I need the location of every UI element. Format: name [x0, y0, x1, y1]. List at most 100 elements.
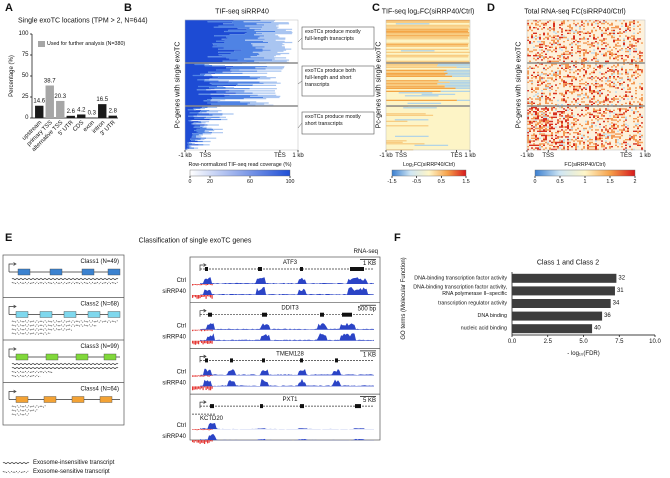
- panel-title: Class 1 and Class 2: [537, 260, 599, 267]
- tss-arrow: [8, 304, 17, 315]
- panel-letter: F: [394, 232, 401, 244]
- exon: [39, 311, 53, 318]
- colorbar-tick-label: 20: [207, 179, 213, 185]
- y-tick-label: DNA binding: [478, 313, 507, 319]
- heatmap-frame: [385, 19, 471, 151]
- insensitive-transcript: [11, 362, 119, 366]
- bar: [512, 273, 617, 283]
- colorbar-tick-label: 0: [189, 179, 192, 185]
- exon: [350, 267, 364, 271]
- panel-letter: C: [372, 2, 380, 14]
- class-label: Class1 (N=49): [80, 259, 119, 265]
- sample-label: siRRP40: [162, 335, 186, 341]
- coverage-minus: [192, 440, 213, 444]
- insensitive-transcript: [2, 461, 30, 465]
- x-tick-label: 1 kb: [639, 153, 651, 159]
- value-label: 16.5: [96, 97, 108, 103]
- coverage-minus: [192, 340, 213, 345]
- exon: [260, 404, 263, 409]
- sensitive-transcript: [11, 328, 73, 331]
- sample-label: siRRP40: [162, 380, 186, 386]
- y-tick-label: DNA-binding transcription factor activit…: [414, 275, 507, 281]
- gene-name: KCTD20: [200, 416, 224, 422]
- colorbar-tick-label: 0: [534, 179, 537, 185]
- y-axis-label: Pc-genes with single exoTC: [376, 42, 383, 129]
- bar: [512, 286, 615, 296]
- y-axis-label: Percentage (%): [9, 55, 15, 97]
- tss-arrow: [199, 263, 207, 271]
- coverage-minus: [192, 329, 213, 332]
- x-tick-label: 0.0: [508, 339, 517, 345]
- value-label: 0.3: [88, 111, 97, 117]
- annotation-text: full-length transcripts: [305, 36, 354, 42]
- panel-letter: A: [5, 2, 13, 14]
- exon: [342, 312, 352, 317]
- exon: [300, 358, 303, 363]
- exon: [99, 396, 113, 403]
- tss-arrow: [199, 354, 207, 363]
- colorbar: [534, 169, 636, 177]
- heatmap-cells: [527, 20, 643, 151]
- x-tick-label: -1 kb: [379, 153, 393, 159]
- gene-name: ATF3: [283, 260, 298, 266]
- bar: [512, 324, 593, 334]
- exon: [210, 404, 214, 409]
- bar: [77, 114, 86, 118]
- x-tick-label: -1 kb: [520, 153, 534, 159]
- heatmap-rows: [386, 21, 470, 151]
- exon: [43, 396, 57, 403]
- exon: [300, 267, 303, 271]
- scale-label: 500 bp: [358, 307, 377, 313]
- value-label: 2.8: [109, 109, 118, 115]
- colorbar-label: FC(siRRP40/Ctrl): [564, 162, 605, 168]
- exon: [15, 311, 29, 318]
- sensitive-transcript: [11, 370, 53, 374]
- bar: [66, 115, 75, 118]
- legend-label: Exosome-insensitive transcript: [33, 460, 115, 466]
- scale-label: 5 KB: [363, 398, 376, 404]
- sensitive-transcript: [11, 332, 51, 335]
- annotation-text: transcripts: [305, 82, 330, 88]
- tss-arrow: [199, 400, 207, 409]
- exon: [208, 312, 212, 317]
- exon: [15, 396, 29, 403]
- annotation-leader: [297, 80, 303, 85]
- scale-label: 1 KB: [363, 261, 376, 267]
- y-tick-label: 25: [22, 94, 29, 100]
- x-tick-label: -1 kb: [178, 153, 192, 159]
- coverage-plus: [200, 277, 374, 284]
- class-label: Class3 (N=99): [80, 344, 119, 350]
- exon: [355, 404, 361, 409]
- panel-letter: E: [5, 232, 12, 244]
- panel-title: Total RNA-seq FC(siRRP40/Ctrl): [524, 9, 626, 16]
- exon: [258, 267, 262, 271]
- exon: [230, 358, 233, 363]
- exon: [49, 268, 63, 276]
- colorbar-tick-label: 0.5: [556, 179, 563, 185]
- panel-letter: D: [487, 2, 495, 14]
- colorbar-tick-label: 60: [247, 179, 253, 185]
- coverage-plus: [200, 287, 374, 295]
- exon: [335, 358, 338, 363]
- coverage-plus: [200, 422, 374, 430]
- y-axis-label: GO terms (Molecular Function): [401, 257, 407, 339]
- track-type-label: RNA-seq: [354, 249, 378, 255]
- exon: [75, 353, 89, 361]
- colorbar-tick-label: 1: [584, 179, 587, 185]
- gene-name: DDIT3: [281, 306, 299, 312]
- legend-swatch: [38, 41, 45, 47]
- exon: [45, 353, 59, 361]
- exon: [81, 268, 95, 276]
- x-tick-label: 1 kb: [292, 153, 304, 159]
- y-tick-label: RNA polymerase II–specific: [442, 291, 507, 297]
- insensitive-transcript: [11, 277, 119, 281]
- exon: [320, 312, 324, 317]
- sensitive-transcript: [11, 405, 47, 408]
- annotation-leader: [297, 37, 303, 43]
- y-tick-label: 100: [18, 31, 29, 37]
- legend-label: Used for further analysis (N=380): [47, 41, 125, 47]
- x-tick-label: 2.5: [544, 339, 553, 345]
- count-label: 40: [594, 326, 601, 332]
- colorbar-tick-label: 0.5: [438, 179, 445, 185]
